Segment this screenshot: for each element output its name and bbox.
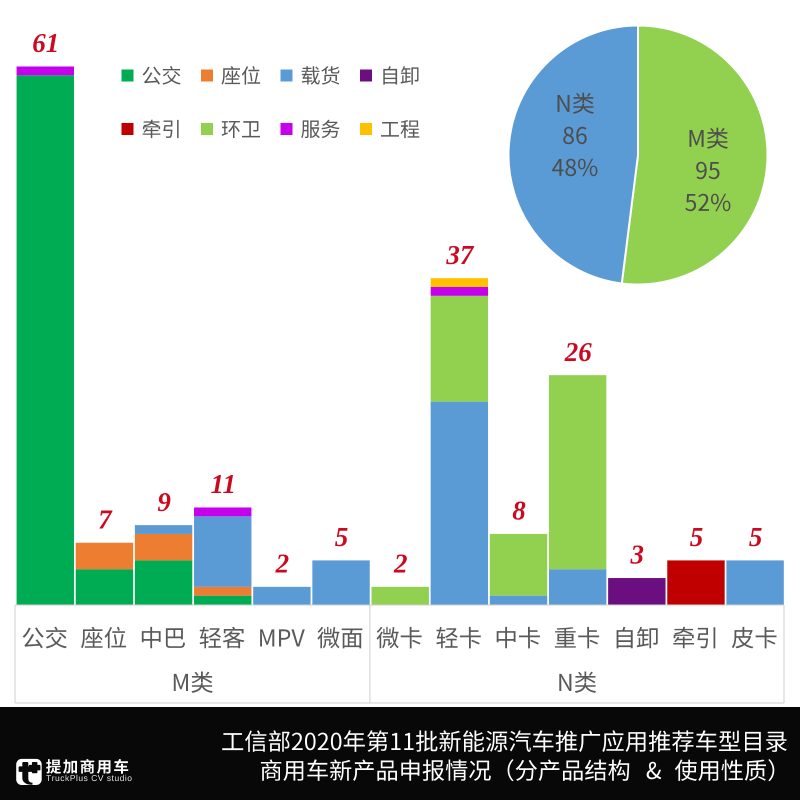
- svg-text:5: 5: [749, 522, 763, 552]
- svg-text:5: 5: [690, 522, 704, 552]
- svg-text:5: 5: [335, 522, 349, 552]
- svg-text:37: 37: [445, 240, 475, 270]
- svg-text:7: 7: [98, 505, 113, 535]
- svg-text:61: 61: [32, 28, 59, 58]
- svg-text:3: 3: [630, 540, 645, 570]
- svg-text:2: 2: [393, 549, 408, 579]
- svg-text:8: 8: [512, 496, 526, 526]
- svg-text:2: 2: [275, 549, 290, 579]
- svg-text:11: 11: [210, 469, 236, 499]
- svg-text:9: 9: [157, 487, 171, 517]
- svg-text:26: 26: [564, 337, 593, 367]
